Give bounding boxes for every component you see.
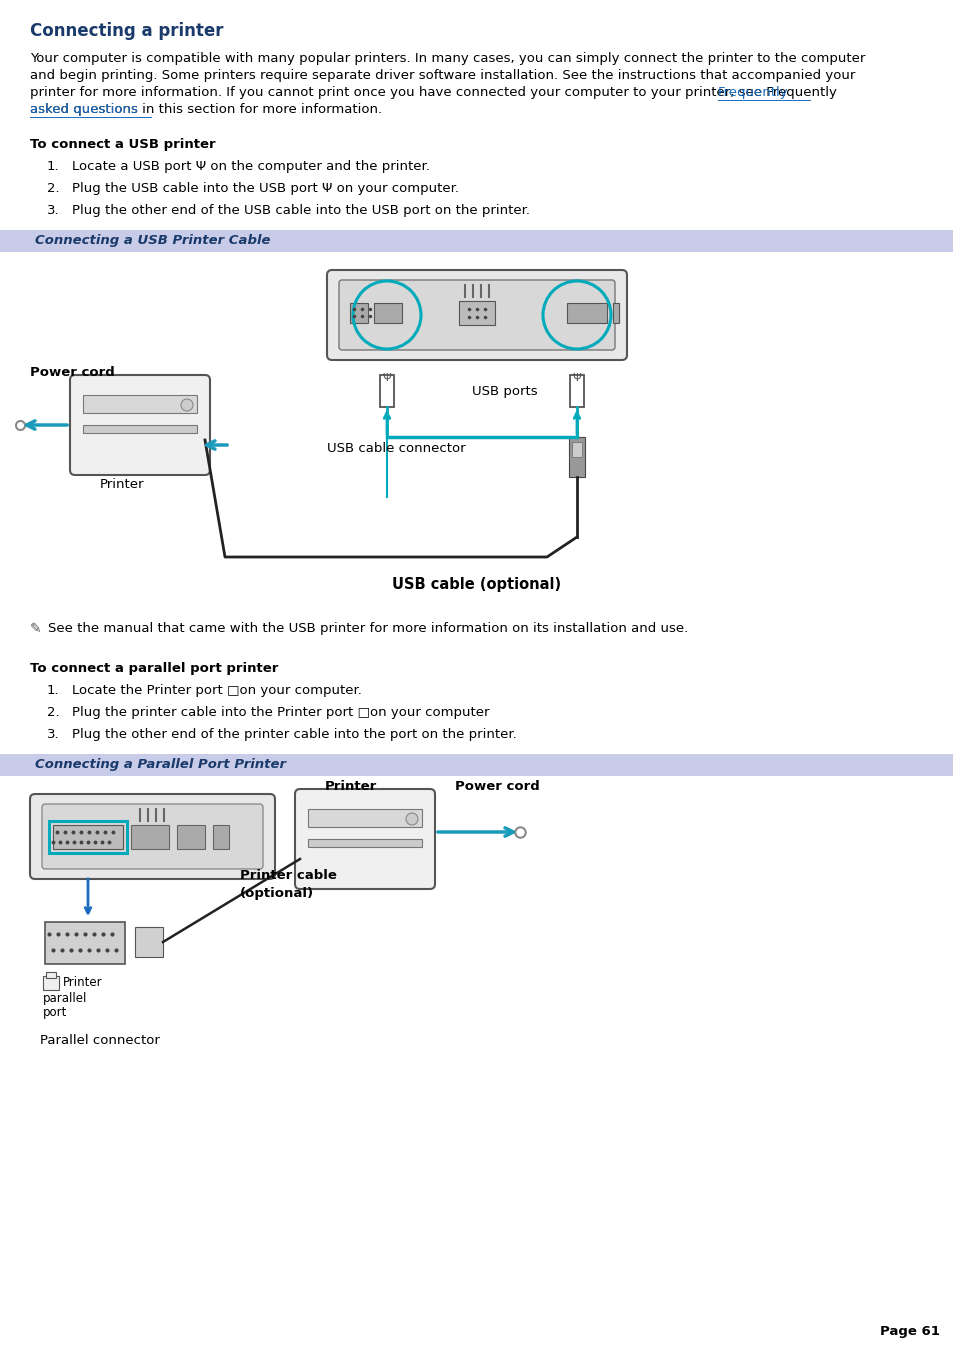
FancyBboxPatch shape — [566, 303, 606, 323]
Text: USB ports: USB ports — [472, 385, 537, 399]
Text: 1.: 1. — [47, 159, 59, 173]
Text: Ψ: Ψ — [572, 373, 580, 382]
FancyBboxPatch shape — [45, 921, 125, 965]
Text: Connecting a Parallel Port Printer: Connecting a Parallel Port Printer — [35, 758, 286, 771]
Text: Printer: Printer — [63, 975, 103, 989]
Text: asked questions: asked questions — [30, 103, 138, 116]
FancyBboxPatch shape — [568, 436, 584, 477]
FancyBboxPatch shape — [53, 825, 123, 848]
FancyBboxPatch shape — [131, 825, 169, 848]
Text: 3.: 3. — [47, 204, 59, 218]
FancyBboxPatch shape — [83, 394, 196, 413]
Text: port: port — [43, 1006, 68, 1019]
Text: printer for more information. If you cannot print once you have connected your c: printer for more information. If you can… — [30, 86, 836, 99]
FancyBboxPatch shape — [135, 927, 163, 957]
Text: Plug the other end of the printer cable into the port on the printer.: Plug the other end of the printer cable … — [71, 728, 517, 740]
Text: Connecting a USB Printer Cable: Connecting a USB Printer Cable — [35, 234, 271, 247]
Text: USB cable (optional): USB cable (optional) — [392, 577, 561, 592]
Text: parallel: parallel — [43, 992, 88, 1005]
Text: Power cord: Power cord — [455, 780, 539, 793]
Text: Power cord: Power cord — [30, 366, 114, 380]
FancyBboxPatch shape — [379, 376, 394, 407]
Text: Page 61: Page 61 — [879, 1325, 939, 1337]
Text: Plug the printer cable into the Printer port □on your computer: Plug the printer cable into the Printer … — [71, 707, 489, 719]
Circle shape — [181, 399, 193, 411]
Text: 3.: 3. — [47, 728, 59, 740]
FancyBboxPatch shape — [30, 794, 274, 880]
Circle shape — [406, 813, 417, 825]
Text: Ψ: Ψ — [381, 373, 391, 382]
Text: 1.: 1. — [47, 684, 59, 697]
Text: To connect a parallel port printer: To connect a parallel port printer — [30, 662, 278, 676]
Text: Your computer is compatible with many popular printers. In many cases, you can s: Your computer is compatible with many po… — [30, 51, 864, 65]
FancyBboxPatch shape — [613, 303, 618, 323]
FancyBboxPatch shape — [569, 376, 583, 407]
FancyBboxPatch shape — [294, 789, 435, 889]
FancyBboxPatch shape — [83, 426, 196, 434]
Text: and begin printing. Some printers require separate driver software installation.: and begin printing. Some printers requir… — [30, 69, 855, 82]
FancyBboxPatch shape — [572, 442, 581, 457]
Text: Printer cable: Printer cable — [240, 869, 336, 882]
Text: asked questions in this section for more information.: asked questions in this section for more… — [30, 103, 382, 116]
Text: Frequently: Frequently — [718, 86, 788, 99]
FancyBboxPatch shape — [308, 839, 421, 847]
FancyBboxPatch shape — [338, 280, 615, 350]
Text: (optional): (optional) — [240, 888, 314, 900]
FancyBboxPatch shape — [213, 825, 229, 848]
Text: ✎: ✎ — [30, 621, 42, 636]
Text: Printer: Printer — [325, 780, 376, 793]
Text: To connect a USB printer: To connect a USB printer — [30, 138, 215, 151]
FancyBboxPatch shape — [70, 376, 210, 476]
FancyBboxPatch shape — [42, 804, 263, 869]
Text: Plug the USB cable into the USB port Ψ on your computer.: Plug the USB cable into the USB port Ψ o… — [71, 182, 458, 195]
FancyBboxPatch shape — [308, 809, 421, 827]
Text: USB cable connector: USB cable connector — [327, 442, 465, 455]
FancyBboxPatch shape — [458, 301, 495, 326]
Text: 2.: 2. — [47, 707, 59, 719]
Text: Locate the Printer port □on your computer.: Locate the Printer port □on your compute… — [71, 684, 361, 697]
FancyBboxPatch shape — [350, 303, 368, 323]
Text: Locate a USB port Ψ on the computer and the printer.: Locate a USB port Ψ on the computer and … — [71, 159, 430, 173]
Text: Plug the other end of the USB cable into the USB port on the printer.: Plug the other end of the USB cable into… — [71, 204, 530, 218]
FancyBboxPatch shape — [374, 303, 401, 323]
Text: Parallel connector: Parallel connector — [40, 1034, 160, 1047]
FancyBboxPatch shape — [327, 270, 626, 359]
Text: 2.: 2. — [47, 182, 59, 195]
FancyBboxPatch shape — [0, 230, 953, 253]
FancyBboxPatch shape — [177, 825, 205, 848]
FancyBboxPatch shape — [43, 975, 59, 990]
FancyBboxPatch shape — [46, 971, 56, 978]
Text: Printer: Printer — [100, 478, 144, 490]
Text: Connecting a printer: Connecting a printer — [30, 22, 223, 41]
FancyBboxPatch shape — [0, 754, 953, 775]
Text: See the manual that came with the USB printer for more information on its instal: See the manual that came with the USB pr… — [48, 621, 687, 635]
